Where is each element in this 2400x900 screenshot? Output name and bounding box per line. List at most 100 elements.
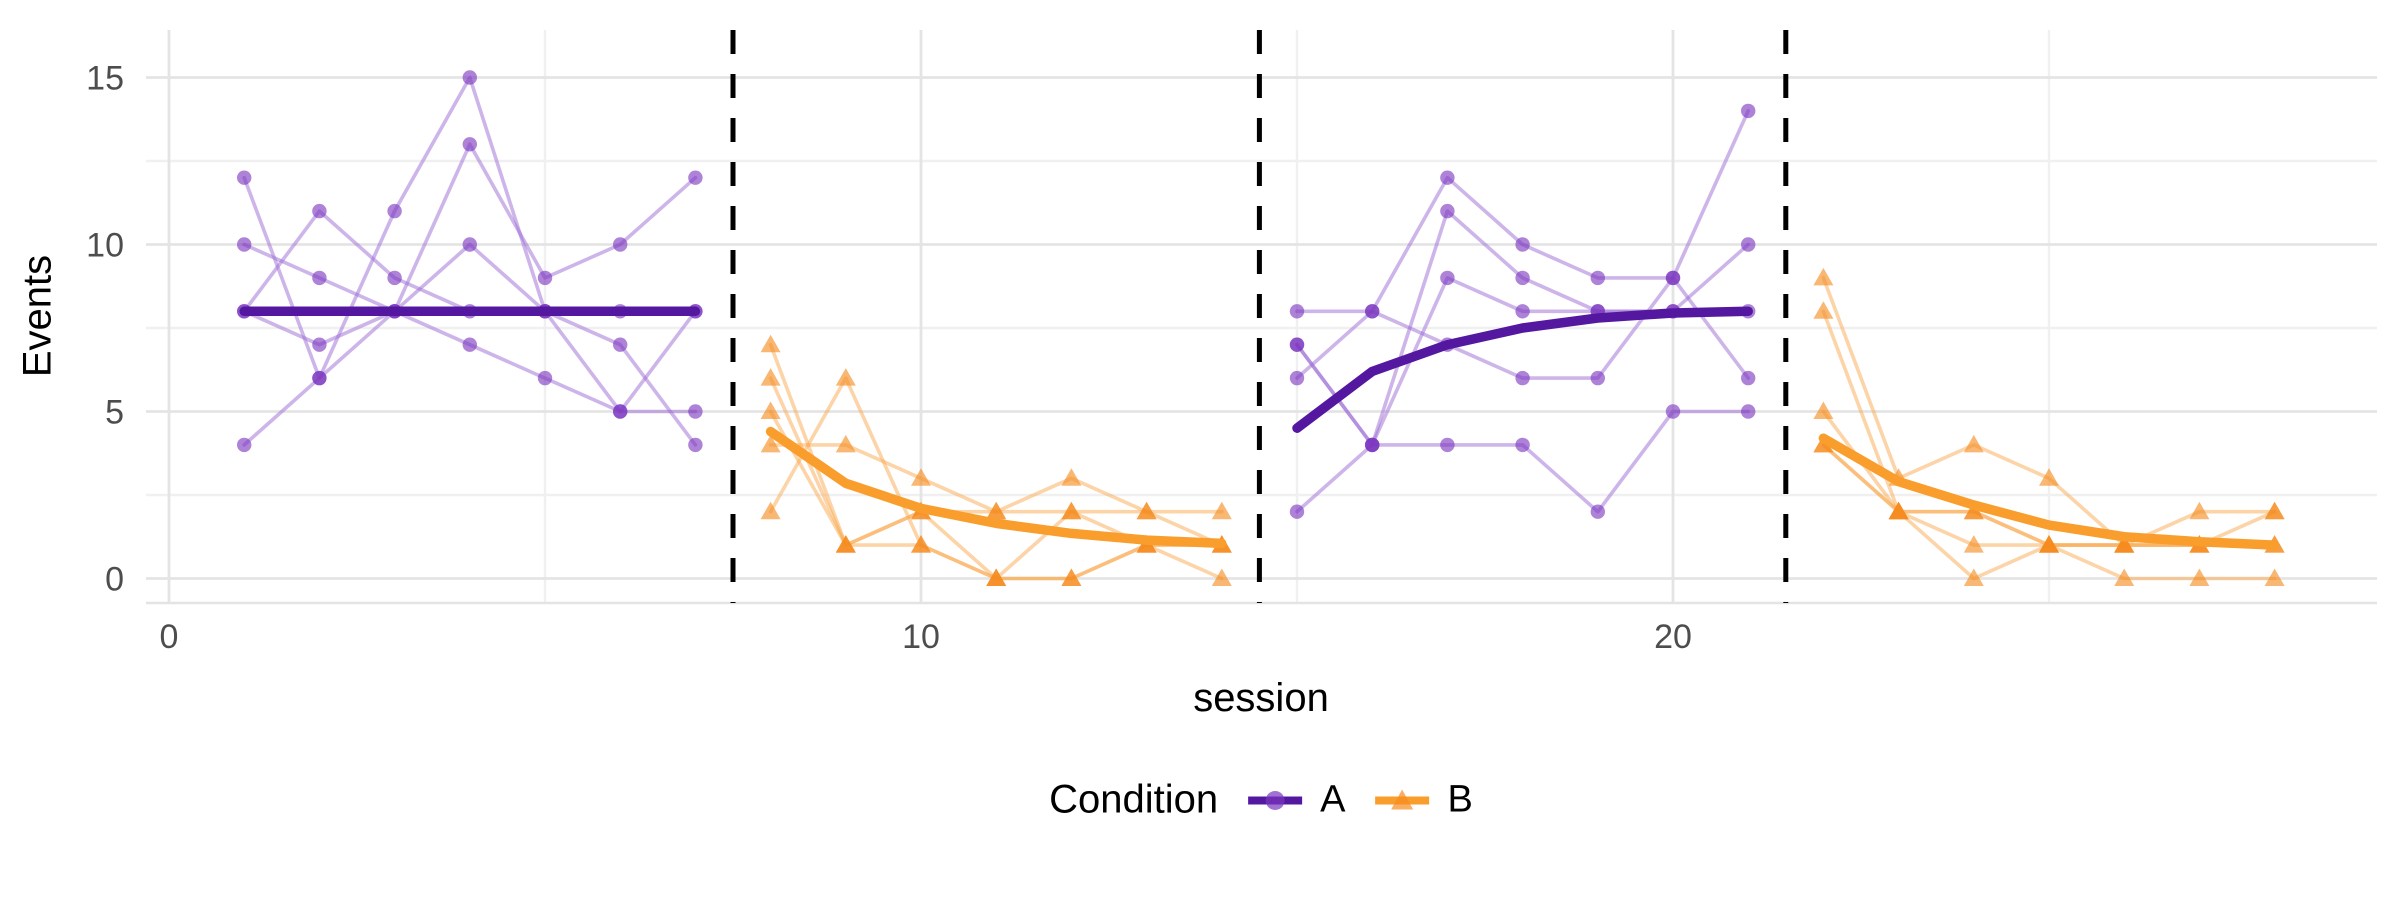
- data-point-circle: [688, 170, 703, 185]
- data-point-circle: [1289, 337, 1305, 352]
- data-point-triangle: [2189, 568, 2210, 586]
- data-point-circle: [312, 203, 327, 219]
- data-point-triangle: [2189, 501, 2210, 520]
- data-point-circle: [1741, 103, 1756, 119]
- data-point-triangle: [911, 468, 931, 486]
- data-point-circle: [462, 70, 477, 85]
- data-point-circle: [1365, 437, 1380, 453]
- subject-line: [242, 309, 698, 447]
- trend-line: [765, 426, 1227, 549]
- phase-2-condition-b: [760, 334, 1232, 586]
- triangle-marker-icon: [1391, 789, 1414, 809]
- subject-line: [242, 142, 698, 314]
- subject-line: [242, 209, 698, 314]
- data-point-triangle: [835, 368, 856, 386]
- data-point-circle: [1515, 304, 1530, 319]
- data-point-circle: [237, 170, 252, 185]
- data-point-triangle: [1061, 501, 1082, 520]
- data-point-triangle: [1813, 301, 1834, 319]
- data-point-circle: [613, 237, 628, 252]
- data-point-triangle: [760, 368, 781, 386]
- data-point-triangle: [1211, 568, 1232, 586]
- condition-a-key-icon: [1248, 790, 1303, 810]
- x-axis-title: session: [1193, 676, 1329, 720]
- data-point-triangle: [760, 501, 781, 520]
- data-point-circle: [462, 337, 477, 352]
- data-point-circle: [688, 437, 703, 453]
- data-point-triangle: [1888, 501, 1909, 520]
- data-point-circle: [1665, 270, 1681, 286]
- data-point-triangle: [2114, 535, 2135, 553]
- data-point-triangle: [1136, 501, 1157, 520]
- data-point-triangle: [835, 434, 856, 453]
- data-point-triangle: [2039, 535, 2059, 553]
- data-point-circle: [462, 237, 477, 252]
- data-point-circle: [537, 270, 553, 286]
- data-point-circle: [462, 137, 477, 152]
- data-point-circle: [312, 370, 327, 386]
- data-point-circle: [688, 404, 703, 419]
- data-point-circle: [1741, 404, 1756, 419]
- legend-label-a: A: [1320, 778, 1346, 821]
- data-point-circle: [387, 203, 402, 219]
- data-point-triangle: [2039, 468, 2059, 486]
- data-point-circle: [537, 370, 553, 386]
- data-point-circle: [1440, 170, 1455, 185]
- data-point-triangle: [1813, 267, 1834, 286]
- data-point-circle: [1515, 237, 1530, 252]
- legend-entry-a: A: [1244, 778, 1346, 822]
- data-point-circle: [1515, 437, 1530, 453]
- data-point-triangle: [760, 401, 781, 419]
- data-point-circle: [1365, 304, 1380, 319]
- data-point-circle: [1440, 270, 1455, 286]
- data-point-triangle: [1813, 401, 1834, 419]
- circle-marker-icon: [1265, 790, 1285, 810]
- data-point-triangle: [1061, 568, 1082, 586]
- y-tick-label: 0: [105, 561, 124, 599]
- y-tick-label: 5: [105, 394, 124, 432]
- data-point-circle: [1289, 504, 1305, 519]
- data-point-circle: [613, 404, 628, 419]
- phase-3-condition-a: [1289, 103, 1756, 519]
- data-point-triangle: [1963, 535, 1984, 553]
- data-point-circle: [1440, 203, 1455, 219]
- phase-boundary-lines: [730, 30, 1789, 603]
- data-point-triangle: [1963, 568, 1984, 586]
- legend-label-b: B: [1447, 778, 1473, 821]
- data-point-circle: [237, 437, 252, 453]
- phase-1-condition-a: [237, 70, 703, 453]
- data-point-triangle: [2264, 568, 2285, 586]
- x-tick-label: 10: [902, 618, 940, 656]
- trend-line: [1818, 433, 2280, 550]
- data-point-circle: [237, 237, 252, 252]
- data-point-triangle: [986, 568, 1007, 586]
- y-tick-label: 15: [86, 60, 124, 98]
- data-point-triangle: [760, 434, 781, 453]
- data-point-triangle: [986, 501, 1007, 520]
- axis-tick-labels: 0 5 10 15 0 10 20: [86, 60, 1692, 657]
- data-point-triangle: [1211, 501, 1232, 520]
- data-point-circle: [1590, 504, 1606, 519]
- data-point-circle: [1515, 370, 1530, 386]
- condition-b-key-icon: [1375, 789, 1430, 809]
- data-point-circle: [1515, 270, 1530, 286]
- data-point-triangle: [760, 334, 781, 353]
- phase-4-condition-b: [1813, 267, 2285, 586]
- data-point-triangle: [1963, 501, 1984, 520]
- data-point-circle: [1440, 437, 1455, 453]
- legend: Condition A B: [1049, 778, 1473, 823]
- data-point-circle: [387, 270, 402, 286]
- data-point-triangle: [2114, 568, 2135, 586]
- x-tick-label: 20: [1654, 618, 1692, 656]
- data-point-triangle: [911, 535, 931, 553]
- subject-line: [1295, 409, 1750, 514]
- y-tick-label: 10: [86, 227, 124, 265]
- data-point-circle: [312, 337, 327, 352]
- data-point-circle: [613, 337, 628, 352]
- y-axis-title: Events: [15, 254, 60, 378]
- data-point-circle: [1590, 270, 1606, 286]
- data-point-circle: [1289, 370, 1305, 386]
- data-point-triangle: [1061, 468, 1082, 486]
